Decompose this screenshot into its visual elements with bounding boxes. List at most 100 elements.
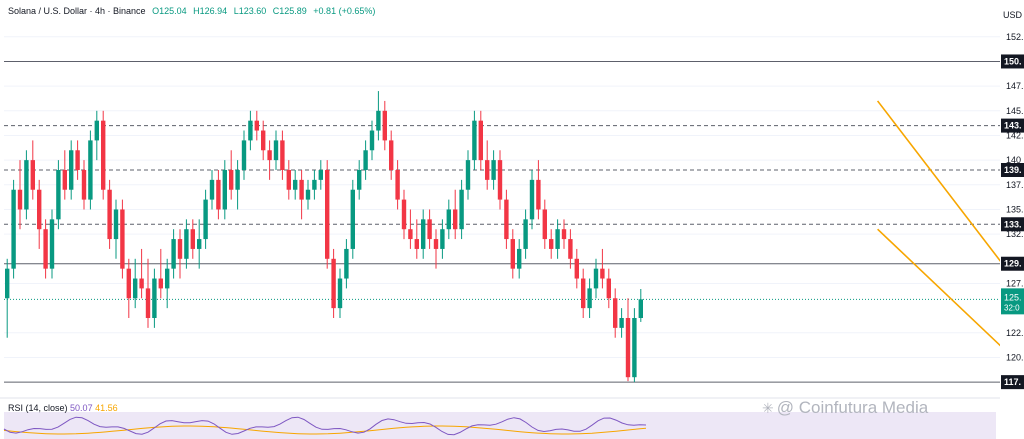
candle-body bbox=[197, 239, 202, 249]
rsi-label: RSI (14, close) bbox=[8, 403, 68, 413]
candle-body bbox=[17, 189, 23, 210]
candle-body bbox=[5, 268, 10, 299]
candle-body bbox=[485, 160, 490, 180]
y-tick-label: 132. bbox=[1006, 229, 1024, 239]
rsi-pane bbox=[0, 397, 1024, 439]
candle-body bbox=[24, 160, 29, 210]
candle-body bbox=[56, 170, 61, 220]
candle-body bbox=[37, 189, 42, 230]
candle-body bbox=[305, 189, 311, 200]
candle-body bbox=[337, 278, 343, 309]
candle-body bbox=[523, 219, 528, 249]
candle-body bbox=[261, 130, 266, 151]
candle-body bbox=[177, 239, 183, 259]
level-price-tag bbox=[1001, 118, 1024, 133]
candle-body bbox=[254, 120, 259, 131]
level-price-tag bbox=[1001, 256, 1024, 271]
level-price-label: 129. bbox=[1004, 259, 1022, 269]
candle-body bbox=[504, 199, 509, 240]
candle-body bbox=[75, 150, 80, 170]
candle-body bbox=[587, 288, 592, 309]
candle-body bbox=[536, 179, 541, 210]
candles bbox=[5, 91, 643, 383]
candle-body bbox=[357, 170, 362, 190]
candle-body bbox=[542, 209, 547, 240]
candle-body bbox=[549, 239, 554, 249]
price-axis: 152. 147. 145. 142. 140 137. 135. 132. 127. 122. 1… bbox=[1000, 0, 1024, 439]
candle-body bbox=[229, 170, 234, 190]
candle-body bbox=[613, 298, 618, 328]
candle-body bbox=[94, 120, 99, 141]
candle-body bbox=[312, 179, 317, 190]
candle-body bbox=[491, 160, 496, 180]
level-price-tag bbox=[1001, 375, 1024, 390]
candle-body bbox=[408, 229, 413, 240]
level-price-tag bbox=[1001, 217, 1024, 232]
symbol-title: Solana / U.S. Dollar · 4h · Binance bbox=[8, 6, 146, 16]
candle-body bbox=[113, 209, 119, 240]
y-tick-label: 122. bbox=[1006, 328, 1024, 338]
symbol-header: Solana / U.S. Dollar · 4h · Binance O125… bbox=[8, 6, 379, 16]
level-price-tag bbox=[1001, 163, 1024, 177]
candle-body bbox=[510, 239, 515, 269]
rsi-line bbox=[3, 416, 647, 436]
candle-body bbox=[555, 229, 560, 249]
y-tick-label: 120. bbox=[1006, 352, 1024, 362]
y-tick-label: 142. bbox=[1006, 130, 1024, 140]
y-tick-label: 135. bbox=[1006, 204, 1024, 214]
candle-body bbox=[235, 170, 240, 190]
level-price-label: 143. bbox=[1004, 121, 1022, 131]
close-value: C125.89 bbox=[272, 6, 307, 16]
candle-body bbox=[184, 229, 189, 259]
candle-body bbox=[600, 268, 605, 279]
candle-body bbox=[11, 189, 16, 269]
y-tick-label: 145. bbox=[1006, 106, 1024, 116]
level-price-label: 117. bbox=[1004, 377, 1021, 387]
candle-body bbox=[241, 140, 247, 170]
candle-body bbox=[267, 150, 272, 161]
low-value: L123.60 bbox=[233, 6, 267, 16]
candle-body bbox=[133, 278, 138, 299]
candle-body bbox=[561, 229, 567, 240]
countdown-label: 32:0 bbox=[1004, 303, 1020, 312]
candle-body bbox=[376, 110, 381, 131]
candle-body bbox=[472, 120, 477, 161]
candle-body bbox=[190, 229, 195, 249]
watermark-text: @ Coinfutura Media bbox=[776, 398, 929, 417]
rsi-band bbox=[4, 412, 996, 439]
level-price-label: 133. bbox=[1004, 219, 1022, 229]
candle-body bbox=[369, 130, 375, 151]
candle-body bbox=[69, 150, 74, 190]
candle-body bbox=[318, 170, 323, 180]
candle-body bbox=[216, 179, 221, 210]
candle-body bbox=[427, 219, 432, 240]
candle-body bbox=[158, 278, 163, 289]
candle-body bbox=[293, 179, 298, 190]
candle-body bbox=[529, 179, 535, 220]
change-value: +0.81 (+0.65%) bbox=[313, 6, 376, 16]
candle-body bbox=[325, 170, 330, 259]
candle-body bbox=[203, 199, 208, 240]
candle-body bbox=[30, 160, 35, 190]
candle-body bbox=[88, 140, 93, 200]
y-tick-label: 137. bbox=[1006, 180, 1024, 190]
candle-body bbox=[581, 278, 586, 309]
candle-body bbox=[453, 209, 458, 230]
candle-body bbox=[459, 189, 464, 230]
candle-body bbox=[344, 248, 349, 279]
candle-body bbox=[632, 318, 637, 378]
y-tick-label: 152. bbox=[1006, 32, 1024, 42]
candle-body bbox=[414, 239, 419, 249]
rsi-header: RSI (14, close) 50.07 41.56 bbox=[8, 403, 118, 413]
candle-body bbox=[363, 150, 368, 170]
candle-body bbox=[126, 268, 131, 299]
y-tick-label: 127. bbox=[1006, 278, 1024, 288]
rsi-value: 50.07 bbox=[70, 403, 93, 413]
candle-body bbox=[638, 299, 643, 318]
candle-body bbox=[81, 170, 87, 200]
candle-body bbox=[395, 170, 400, 200]
rsi-ma-line bbox=[3, 425, 647, 435]
candle-body bbox=[152, 278, 157, 318]
candle-body bbox=[401, 199, 407, 230]
